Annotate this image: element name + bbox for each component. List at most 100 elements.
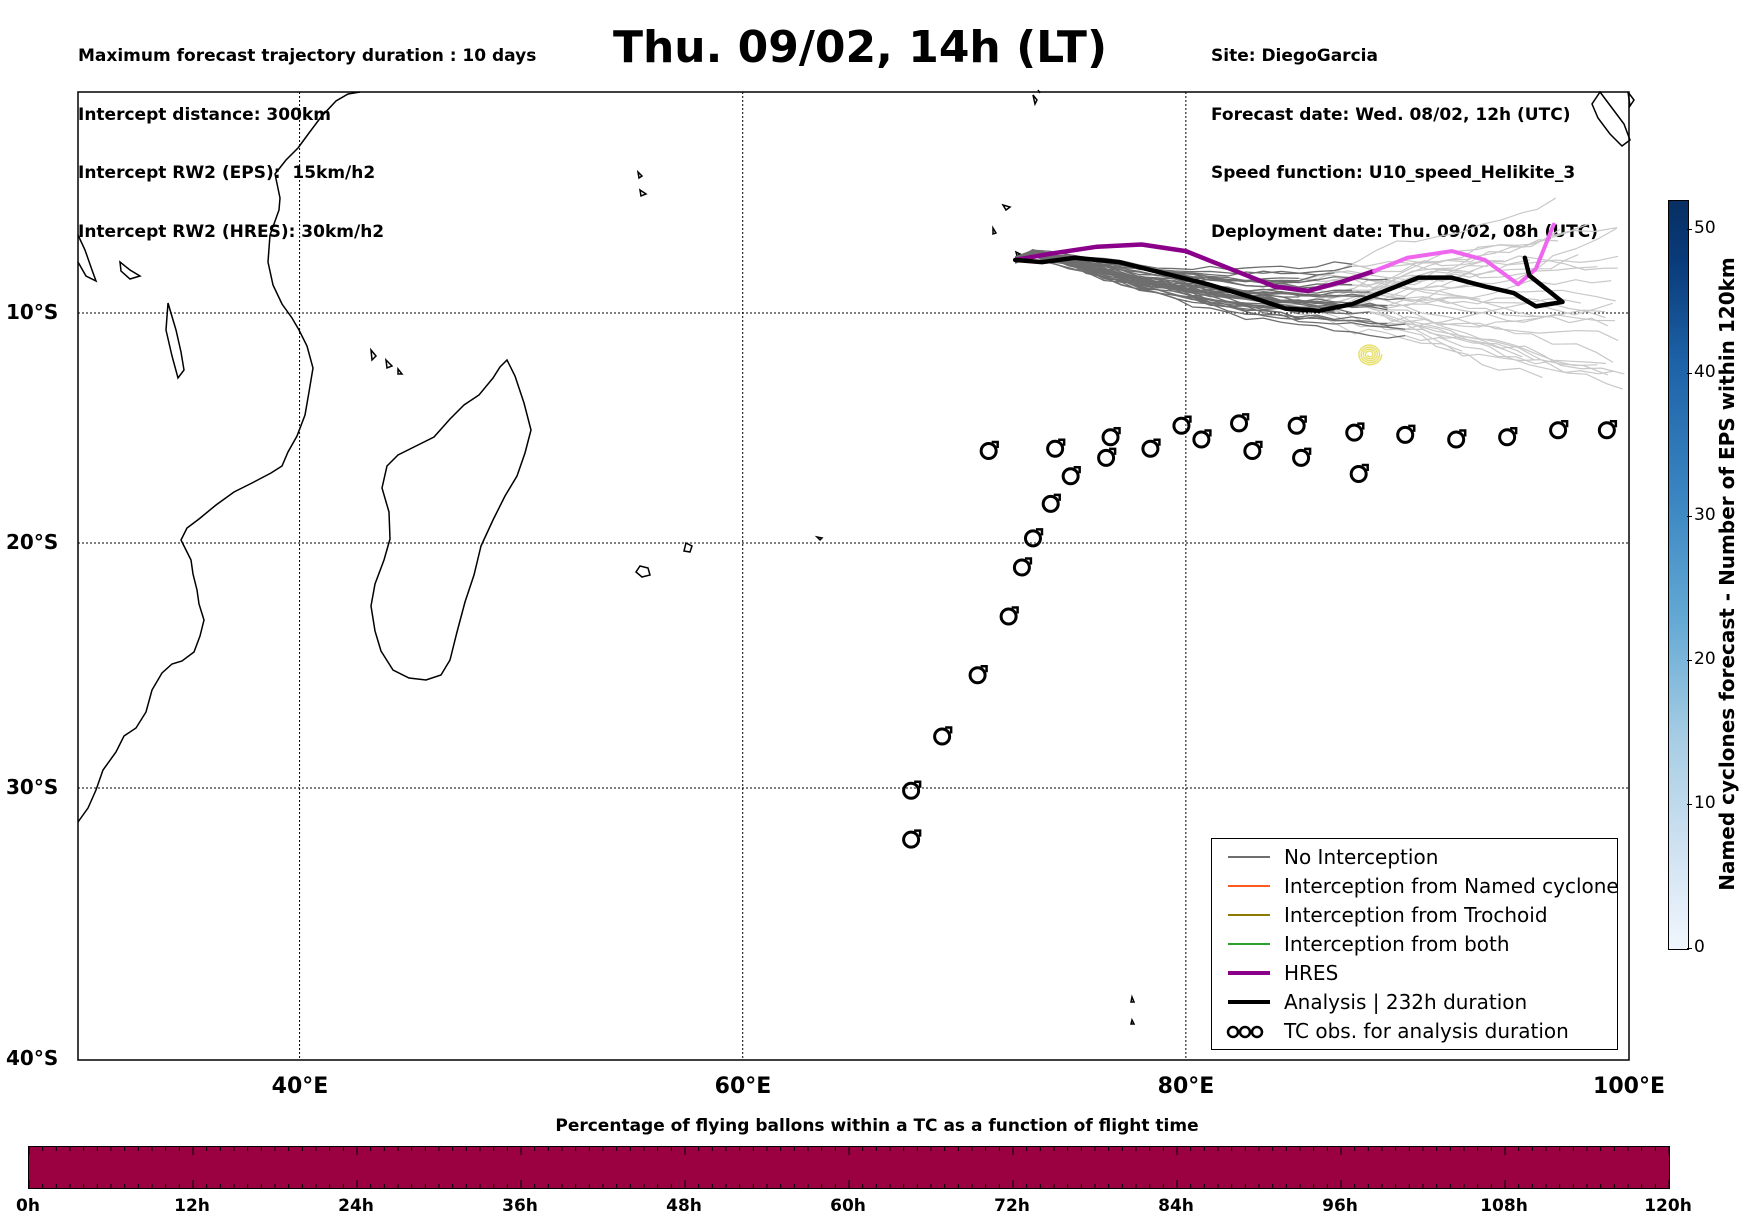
tc-obs-marker (1230, 413, 1250, 433)
tc-obs-marker (1447, 429, 1467, 449)
rodrigues (814, 535, 824, 542)
lon-label-80e: 80°E (1157, 1074, 1215, 1099)
legend-label: No Interception (1284, 845, 1439, 869)
cyclone-count-colorbar (1668, 200, 1689, 950)
colorbar-vertical-label: Named cyclones forecast - Number of EPS … (1715, 257, 1739, 891)
ensemble-track-late (1404, 323, 1609, 376)
map-title: Thu. 09/02, 14h (LT) (612, 22, 1108, 73)
colorbar-time-tick: 0h (16, 1196, 40, 1216)
legend-item: TC obs. for analysis duration (1220, 1017, 1569, 1045)
ensemble-track-late (1298, 279, 1471, 303)
tc-obs-marker (1192, 429, 1212, 449)
colorbar-time-tick: 60h (830, 1196, 866, 1216)
colorbar-time-tick: 48h (666, 1196, 702, 1216)
ensemble-track (1014, 249, 1388, 284)
tc-observations (902, 413, 1618, 849)
colorbar-time-tick: 24h (338, 1196, 374, 1216)
ensemble-track-late (1352, 259, 1504, 291)
analysis-track-line (1012, 255, 1565, 314)
header-right: Site: DiegoGarcia Forecast date: Wed. 08… (1211, 8, 1598, 262)
ensemble-tracks-late (1281, 197, 1625, 390)
lon-label-40e: 40°E (271, 1074, 329, 1099)
tc-obs-marker (1287, 415, 1307, 435)
ensemble-track-late (1351, 255, 1618, 271)
tc-obs-marker (1597, 420, 1618, 440)
colorbar-tick-mark (1687, 804, 1692, 806)
colorbar-tick-label: 30 (1694, 505, 1716, 526)
tc-obs-marker (1243, 440, 1263, 460)
ensemble-track-late (1405, 298, 1582, 330)
ensemble-track (1015, 249, 1370, 298)
reunion (683, 541, 693, 553)
legend-label: HRES (1284, 961, 1339, 985)
colorbar-tick-label: 50 (1694, 217, 1716, 238)
colorbar-tick-mark (1687, 948, 1692, 949)
hres-track-late-line (1372, 222, 1556, 287)
legend-label: Interception from both (1284, 932, 1510, 956)
tc-obs-marker (1396, 424, 1416, 444)
ensemble-track (1014, 249, 1353, 271)
header-left-line: Intercept RW2 (EPS): 15km/h2 (78, 163, 376, 183)
hres-track (1012, 222, 1556, 294)
colorbar-tick-mark (1687, 372, 1692, 374)
lon-label-60e: 60°E (714, 1074, 772, 1099)
header-left: Maximum forecast trajectory duration : 1… (78, 8, 536, 262)
tc-obs-marker (968, 665, 988, 685)
ensemble-track-late (1387, 309, 1615, 375)
colorbar-tick-label: 0 (1694, 937, 1705, 957)
cocos (1130, 994, 1136, 1025)
lat-label-40s: 40°S (6, 1046, 59, 1070)
colorbar-tick-mark (1687, 516, 1692, 518)
lat-label-30s: 30°S (6, 775, 59, 799)
tc-obs-marker (999, 606, 1019, 626)
tc-obs-marker (902, 780, 922, 800)
header-right-line: Deployment date: Thu. 09/02, 08h (UTC) (1211, 221, 1598, 242)
colorbar-time-tick: 96h (1322, 1196, 1358, 1216)
comoros (370, 347, 404, 375)
lon-label-100e: 100°E (1593, 1074, 1665, 1099)
tc-obs-marker (1141, 438, 1161, 458)
seychelles (636, 169, 648, 198)
africa-horn (77, 234, 98, 283)
legend-item: Analysis | 232h duration (1220, 988, 1527, 1016)
legend-item: Interception from Trochoid (1220, 901, 1548, 929)
tc-obs-marker (1046, 438, 1066, 458)
legend-item: No Interception (1220, 843, 1438, 871)
colorbar-tick-label: 20 (1694, 649, 1716, 670)
legend-item: HRES (1220, 959, 1338, 987)
tc-obs-marker (902, 829, 922, 849)
ensemble-track (1014, 252, 1406, 330)
ensemble-track (1014, 249, 1388, 307)
tc-obs-marker (1023, 528, 1044, 548)
ensemble-track-late (1316, 197, 1557, 280)
sumatra-coastline (1591, 90, 1631, 147)
ensemble-track-late (1387, 303, 1606, 323)
ensemble-track-late (1298, 313, 1463, 352)
ensemble-track-late (1387, 227, 1617, 307)
tc-obs-marker (1549, 420, 1569, 440)
hres-track-line (1012, 242, 1377, 294)
map-legend: No Interception Interception from Named … (1211, 838, 1619, 1050)
map-frame (77, 91, 1630, 1061)
legend-label: Analysis | 232h duration (1284, 990, 1528, 1014)
coastlines (77, 89, 1635, 1025)
ensemble-track-late (1387, 295, 1613, 316)
colorbar-time-tick: 12h (174, 1196, 210, 1216)
tc-obs-marker (979, 440, 999, 460)
ensemble-track-late (1334, 226, 1618, 304)
tc-obs-marker (933, 726, 953, 746)
header-right-line: Forecast date: Wed. 08/02, 12h (UTC) (1211, 104, 1571, 125)
tc-obs-marker (1345, 422, 1365, 442)
trochoid-path (1358, 344, 1383, 366)
flight-time-colorbar (28, 1146, 1670, 1189)
africa-river-islands (165, 302, 185, 380)
tc-obs-marker (1012, 557, 1033, 577)
colorbar-tick-mark (1687, 228, 1692, 230)
header-left-line: Intercept RW2 (HRES): 30km/h2 (78, 221, 385, 242)
colorbar-tick-label: 40 (1694, 361, 1716, 382)
tc-obs-marker (1498, 426, 1518, 447)
header-right-line: Speed function: U10_speed_Helikite_3 (1211, 163, 1576, 183)
maldives (1032, 89, 1041, 107)
madagascar-coastline (370, 358, 532, 681)
